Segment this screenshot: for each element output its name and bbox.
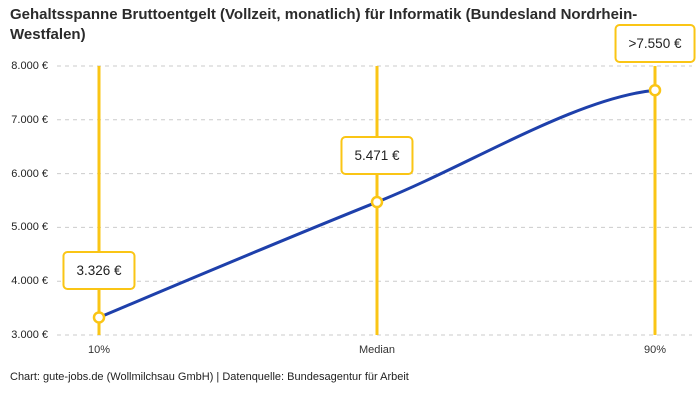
value-label: 5.471 € (340, 136, 414, 176)
y-axis-label: 8.000 € (11, 60, 48, 72)
x-axis-label: 90% (643, 344, 667, 356)
y-axis-label: 7.000 € (11, 113, 48, 126)
x-axis-label: 10% (87, 344, 111, 356)
y-axis-label: 4.000 € (11, 275, 48, 288)
y-axis-label: 3.000 € (11, 329, 48, 341)
value-label: >7.550 € (614, 24, 696, 64)
chart-credit: Chart: gute-jobs.de (Wollmilchsau GmbH) … (10, 371, 409, 383)
data-point-marker (370, 195, 384, 209)
y-axis-label: 5.000 € (11, 221, 48, 234)
value-label: 3.326 € (62, 251, 136, 291)
y-axis-label: 6.000 € (11, 167, 48, 180)
chart-title: Gehaltsspanne Bruttoentgelt (Vollzeit, m… (10, 6, 638, 43)
x-axis-label: Median (358, 344, 396, 356)
data-point-marker (92, 311, 106, 324)
data-point-marker (648, 83, 662, 97)
